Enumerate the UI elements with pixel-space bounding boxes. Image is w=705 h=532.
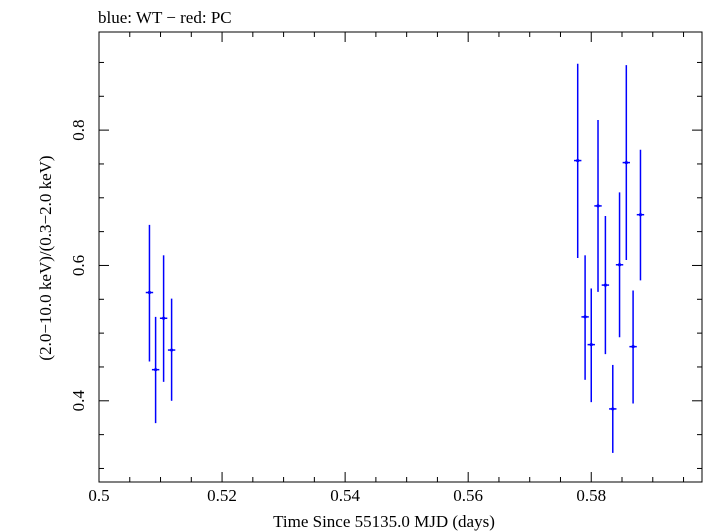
- point-marker: [576, 158, 580, 163]
- data-point: [615, 192, 624, 338]
- data-point: [636, 149, 645, 281]
- data-point: [629, 290, 637, 404]
- x-tick-label: 0.5: [88, 486, 109, 505]
- point-marker: [624, 161, 628, 165]
- y-tick-label: 0.8: [69, 119, 88, 140]
- y-axis-label: (2.0−10.0 keV)/(0.3−2.0 keV): [36, 155, 55, 360]
- plot-frame: [98, 31, 703, 483]
- data-point: [601, 216, 610, 355]
- data-point: [159, 255, 168, 382]
- y-axis: 0.4 0.6 0.8: [69, 61, 702, 469]
- y-tick-label: 0.6: [69, 255, 88, 276]
- data-point: [151, 316, 160, 424]
- data-points: [145, 63, 645, 453]
- x-tick-label: 0.56: [453, 486, 483, 505]
- point-marker: [596, 204, 600, 208]
- chart-title: blue: WT − red: PC: [98, 8, 232, 27]
- point-marker: [162, 316, 166, 320]
- data-point: [609, 364, 617, 453]
- point-marker: [603, 283, 607, 287]
- data-point: [145, 224, 154, 362]
- point-marker: [583, 315, 587, 319]
- point-marker: [589, 343, 593, 347]
- x-tick-label: 0.58: [576, 486, 606, 505]
- point-marker: [617, 263, 622, 267]
- point-marker: [631, 345, 635, 349]
- x-tick-label: 0.52: [207, 486, 237, 505]
- x-axis: 0.5 0.52 0.54 0.56 0.58: [88, 32, 685, 505]
- data-point: [167, 298, 176, 401]
- y-tick-label: 0.4: [69, 390, 88, 412]
- data-point: [574, 63, 582, 259]
- data-point: [587, 288, 595, 403]
- x-tick-label: 0.54: [330, 486, 360, 505]
- point-marker: [611, 407, 615, 411]
- data-point: [622, 65, 631, 261]
- point-marker: [638, 213, 643, 217]
- data-point: [594, 119, 602, 292]
- x-axis-label: Time Since 55135.0 MJD (days): [273, 512, 495, 531]
- point-marker: [147, 290, 152, 295]
- data-point: [581, 255, 589, 380]
- point-marker: [170, 348, 174, 352]
- point-marker: [154, 368, 158, 372]
